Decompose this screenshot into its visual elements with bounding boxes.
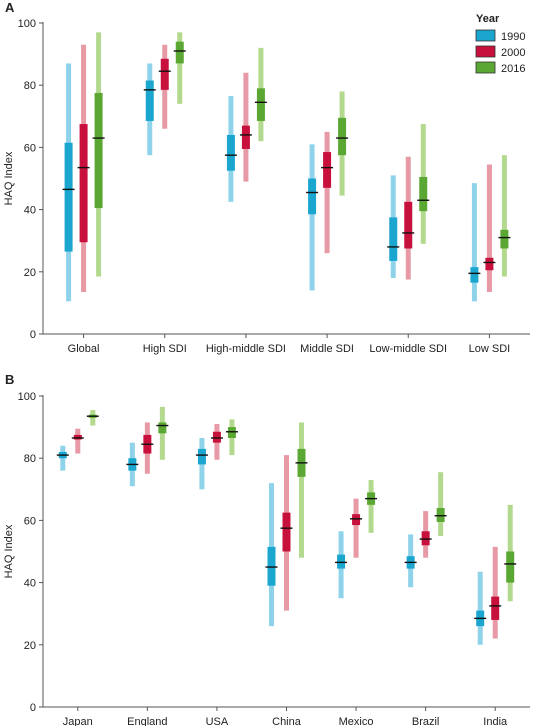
legend-label: 2000	[501, 47, 525, 59]
iqr-bar-2000	[241, 125, 250, 149]
iqr-bar-1990	[308, 178, 317, 215]
range-bar-2016	[177, 32, 183, 104]
x-tick-label: England	[127, 716, 167, 726]
y-tick-label: 100	[18, 18, 36, 30]
x-tick-label: Brazil	[412, 716, 440, 726]
range-bar-2000	[486, 164, 492, 293]
iqr-bar-2000	[352, 514, 361, 526]
x-tick-label: India	[483, 716, 508, 726]
y-tick-label: 20	[24, 267, 36, 279]
iqr-bar-1990	[389, 217, 398, 261]
legend-swatch-1990	[475, 29, 496, 42]
iqr-bar-1990	[226, 134, 235, 171]
iqr-bar-2016	[506, 551, 515, 583]
iqr-bar-2000	[404, 201, 413, 249]
x-tick-label: Low-middle SDI	[369, 343, 447, 355]
x-tick-label: Global	[68, 343, 100, 355]
y-tick-label: 40	[24, 578, 36, 590]
range-bar-2016	[438, 472, 444, 536]
range-bar-2000	[75, 428, 81, 454]
iqr-bar-2016	[94, 92, 103, 209]
iqr-bar-2000	[323, 152, 332, 188]
y-axis-title: HAQ Index	[3, 151, 15, 205]
panel-a-chart: A 0 20 40 60 80 100 HAQ Index Global High SDI High…	[3, 0, 530, 355]
x-tick-label: High-middle SDI	[206, 343, 286, 355]
panel-letter: A	[5, 0, 15, 15]
iqr-bar-1990	[337, 554, 346, 569]
x-tick-label: Middle SDI	[300, 343, 354, 355]
y-tick-label: 0	[30, 702, 36, 714]
range-bar-2016	[501, 155, 507, 277]
legend-swatch-2000	[475, 45, 496, 58]
x-tick-label: Mexico	[339, 716, 374, 726]
x-tick-label: High SDI	[143, 343, 187, 355]
y-tick-label: 100	[18, 391, 36, 403]
panel-letter: B	[5, 372, 14, 387]
iqr-bar-2016	[227, 427, 236, 438]
range-bar-2016	[299, 422, 304, 558]
x-tick-label: Japan	[63, 716, 93, 726]
y-tick-label: 0	[30, 329, 36, 341]
iqr-bar-2000	[212, 431, 221, 443]
iqr-bar-1990	[145, 80, 154, 121]
range-bar-2016	[368, 479, 374, 533]
legend-label: 1990	[501, 31, 525, 43]
iqr-bar-2016	[256, 88, 265, 121]
iqr-bar-2000	[160, 58, 169, 90]
iqr-bar-2016	[419, 176, 428, 212]
iqr-bar-2016	[175, 41, 184, 64]
y-tick-label: 60	[24, 515, 36, 527]
iqr-bar-2000	[79, 124, 88, 243]
legend-title: Year	[476, 13, 500, 25]
y-tick-label: 20	[24, 640, 36, 652]
y-tick-label: 60	[24, 142, 36, 154]
range-bar-2000	[324, 131, 330, 254]
iqr-bar-2000	[491, 596, 500, 620]
range-bar-1990	[309, 144, 315, 291]
iqr-bar-1990	[267, 546, 276, 586]
panel-b-chart: B 0 20 40 60 80 100 HAQ Index Japan England USA Chi…	[3, 372, 530, 726]
x-tick-label: Low SDI	[469, 343, 511, 355]
range-bar-1990	[471, 183, 477, 302]
iqr-bar-2016	[158, 422, 167, 434]
iqr-bar-1990	[197, 448, 206, 465]
iqr-bar-2000	[282, 512, 291, 552]
x-tick-label: China	[272, 716, 302, 726]
iqr-bar-2016	[436, 507, 445, 522]
range-bar-2000	[492, 546, 498, 639]
y-tick-label: 80	[24, 80, 36, 92]
y-tick-label: 40	[24, 205, 36, 217]
iqr-bar-1990	[64, 142, 73, 252]
iqr-bar-2000	[421, 531, 430, 546]
iqr-bar-2000	[73, 434, 82, 440]
legend-swatch-2016	[475, 61, 496, 74]
iqr-bar-2016	[500, 229, 509, 249]
y-tick-label: 80	[24, 453, 36, 465]
range-bar-1990	[477, 571, 483, 645]
y-axis-title: HAQ Index	[3, 524, 15, 578]
legend-label: 2016	[501, 63, 525, 75]
iqr-bar-2016	[338, 117, 347, 156]
iqr-bar-1990	[470, 267, 479, 283]
x-tick-label: USA	[206, 716, 229, 726]
range-bar-2000	[353, 498, 359, 558]
iqr-bar-2000	[485, 257, 494, 271]
